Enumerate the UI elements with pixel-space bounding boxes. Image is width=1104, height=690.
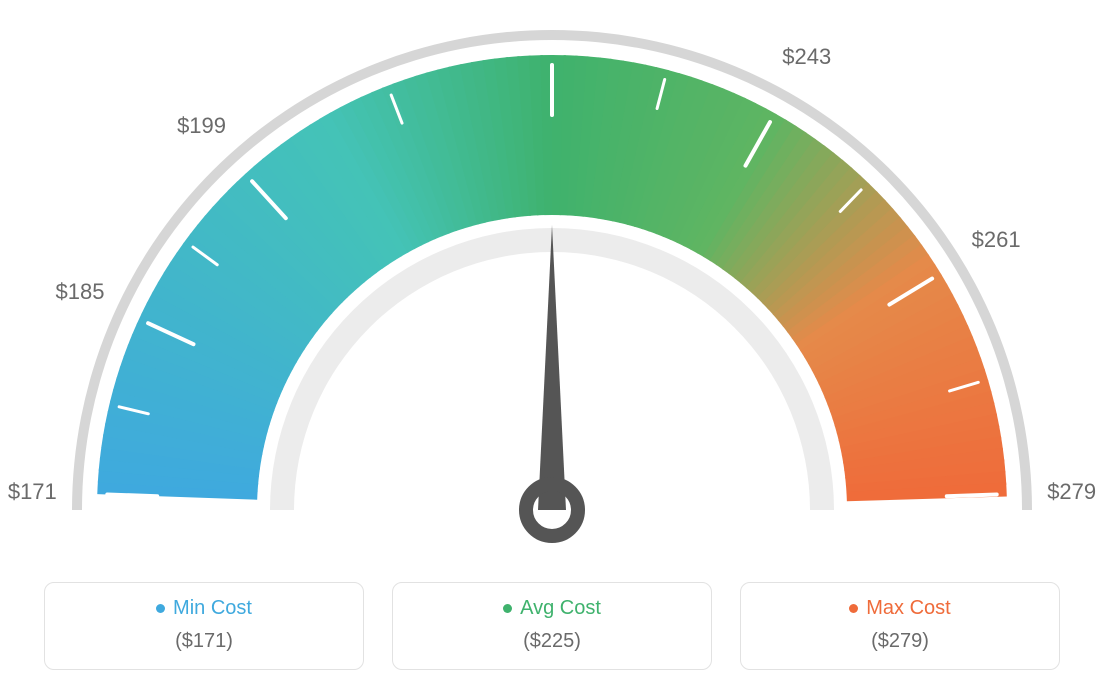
gauge-tick-label: $279 — [1047, 479, 1096, 505]
max-cost-label: Max Cost — [866, 597, 950, 619]
gauge-tick-label: $185 — [56, 279, 105, 305]
summary-row: Min Cost ($171) Avg Cost ($225) Max Cost… — [0, 582, 1104, 670]
avg-dot-icon — [503, 604, 512, 613]
avg-cost-label: Avg Cost — [520, 597, 601, 619]
avg-cost-card: Avg Cost ($225) — [392, 582, 712, 670]
max-cost-title: Max Cost — [741, 597, 1059, 620]
min-cost-value: ($171) — [45, 630, 363, 653]
max-cost-card: Max Cost ($279) — [740, 582, 1060, 670]
max-cost-value: ($279) — [741, 630, 1059, 653]
avg-cost-title: Avg Cost — [393, 597, 711, 620]
gauge-chart: $171 $185 $199 $225 $243 $261 $279 — [0, 0, 1104, 560]
gauge-tick-label: $225 — [528, 0, 577, 3]
gauge-tick-label: $171 — [8, 479, 57, 505]
avg-cost-value: ($225) — [393, 630, 711, 653]
min-cost-title: Min Cost — [45, 597, 363, 620]
gauge-tick-label: $243 — [782, 44, 831, 70]
gauge-tick-label: $261 — [972, 227, 1021, 253]
gauge-tick-label: $199 — [177, 113, 226, 139]
min-dot-icon — [156, 604, 165, 613]
min-cost-card: Min Cost ($171) — [44, 582, 364, 670]
max-dot-icon — [849, 604, 858, 613]
min-cost-label: Min Cost — [173, 597, 252, 619]
gauge-svg — [0, 0, 1104, 560]
